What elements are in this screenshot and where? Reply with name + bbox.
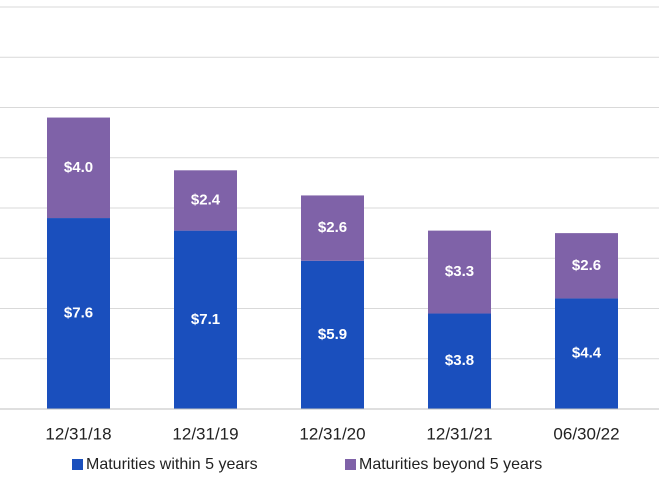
bar-segment <box>555 298 618 409</box>
x-tick-label: 12/31/20 <box>299 424 365 443</box>
bar-segment <box>428 313 491 409</box>
data-label: $7.6 <box>64 304 93 321</box>
data-label: $5.9 <box>318 326 347 343</box>
legend-swatch <box>345 459 356 470</box>
legend-label: Maturities within 5 years <box>86 456 258 473</box>
data-label: $4.0 <box>64 159 93 176</box>
legend-label: Maturities beyond 5 years <box>359 456 542 473</box>
data-label: $3.8 <box>445 352 474 369</box>
bar-segment <box>47 117 110 219</box>
bar-segment <box>174 230 237 409</box>
data-label: $2.6 <box>318 219 347 236</box>
x-tick-label: 06/30/22 <box>553 424 619 443</box>
data-label: $3.3 <box>445 263 474 280</box>
bar-segment <box>301 260 364 409</box>
data-label: $2.4 <box>191 191 221 208</box>
bar-segment <box>555 233 618 299</box>
x-tick-label: 12/31/19 <box>172 424 238 443</box>
data-label: $7.1 <box>191 311 220 328</box>
data-label: $4.4 <box>572 345 602 362</box>
x-tick-label: 12/31/21 <box>426 424 492 443</box>
x-tick-label: 12/31/18 <box>45 424 111 443</box>
bar-segment <box>301 195 364 261</box>
data-label: $2.6 <box>572 257 601 274</box>
bar-segment <box>47 218 110 409</box>
bar-segment <box>428 230 491 314</box>
legend-swatch <box>72 459 83 470</box>
bar-segment <box>174 170 237 231</box>
